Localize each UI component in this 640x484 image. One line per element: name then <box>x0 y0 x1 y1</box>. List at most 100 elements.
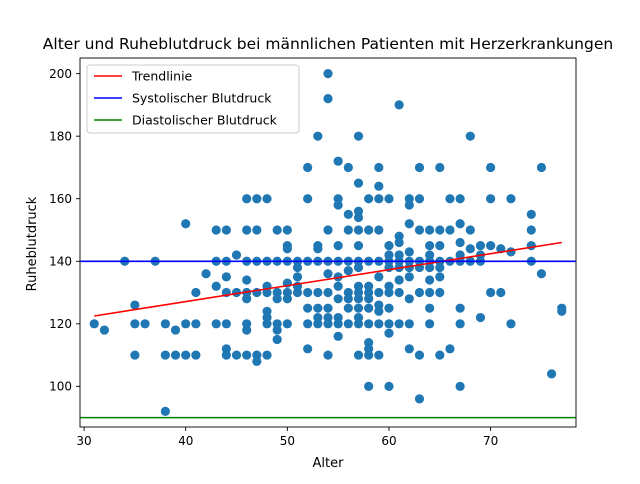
scatter-point <box>536 162 547 173</box>
scatter-point <box>536 269 547 279</box>
scatter-point <box>333 156 343 166</box>
scatter-point <box>374 319 384 329</box>
scatter-point <box>455 319 465 329</box>
scatter-point <box>323 69 333 79</box>
scatter-point <box>303 303 313 313</box>
x-tick-label: 40 <box>178 434 193 448</box>
scatter-point <box>374 272 384 282</box>
scatter-point <box>323 225 333 235</box>
scatter-point <box>404 262 414 273</box>
scatter-point <box>404 200 414 210</box>
scatter-point <box>343 225 353 235</box>
scatter-point <box>394 100 404 110</box>
scatter-point <box>506 194 516 204</box>
scatter-point <box>323 350 333 360</box>
scatter-point <box>343 266 353 276</box>
scatter-point <box>384 381 394 391</box>
scatter-point <box>394 275 404 285</box>
scatter-point <box>313 287 323 298</box>
scatter-point <box>343 319 353 329</box>
scatter-point <box>160 350 170 360</box>
scatter-point <box>557 306 567 316</box>
scatter-point <box>394 287 404 298</box>
scatter-point <box>506 319 516 329</box>
scatter-point <box>404 319 414 329</box>
scatter-point <box>353 212 364 223</box>
scatter-point <box>231 350 242 360</box>
scatter-point <box>414 162 425 173</box>
x-tick-label: 70 <box>483 434 498 448</box>
y-tick-label: 180 <box>49 129 72 143</box>
scatter-point <box>353 262 364 273</box>
scatter-point <box>435 241 445 251</box>
scatter-point <box>435 262 445 273</box>
scatter-point <box>526 225 536 235</box>
scatter-point <box>343 303 353 313</box>
scatter-point <box>272 325 282 335</box>
scatter-point <box>425 319 435 329</box>
scatter-point <box>242 325 252 335</box>
scatter-point <box>364 294 374 304</box>
scatter-point <box>211 319 221 329</box>
scatter-point <box>282 319 292 329</box>
legend-label: Trendlinie <box>131 69 193 84</box>
scatter-point <box>374 306 384 316</box>
scatter-point <box>435 287 445 298</box>
scatter-point <box>242 225 252 235</box>
scatter-point <box>262 350 272 360</box>
y-tick-label: 200 <box>49 67 72 81</box>
trendline <box>94 241 562 317</box>
scatter-point <box>486 241 496 251</box>
scatter-point <box>506 247 516 257</box>
scatter-point <box>374 287 384 298</box>
scatter-point <box>160 319 170 329</box>
scatter-point <box>353 294 364 304</box>
scatter-point <box>333 281 343 291</box>
scatter-point <box>343 209 353 219</box>
scatter-point <box>313 319 323 329</box>
legend-label: Systolischer Blutdruck <box>132 91 272 106</box>
scatter-point <box>242 350 252 360</box>
scatter-point <box>333 241 343 251</box>
scatter-point <box>445 194 455 204</box>
scatter-point <box>394 237 404 248</box>
scatter-point <box>221 319 231 329</box>
scatter-point <box>292 262 303 273</box>
scatter-point <box>526 241 536 251</box>
scatter-point <box>353 178 364 188</box>
scatter-point <box>201 269 211 279</box>
scatter-point <box>333 200 343 210</box>
legend-label: Diastolischer Blutdruck <box>132 113 278 128</box>
scatter-point <box>272 225 282 235</box>
scatter-point <box>262 194 272 204</box>
legend: Trendlinie Systolischer Blutdruck Diastoli… <box>86 64 300 134</box>
scatter-point <box>364 225 374 235</box>
y-tick-label: 100 <box>49 380 72 394</box>
axes: 30 40 50 60 70 100 120 140 160 180 200 <box>49 57 577 448</box>
scatter-point <box>252 356 262 366</box>
scatter-point <box>303 344 313 354</box>
scatter-point <box>313 244 323 254</box>
scatter-point <box>181 219 191 229</box>
scatter-point <box>130 300 140 310</box>
scatter-point <box>445 225 455 235</box>
scatter-point <box>272 294 282 304</box>
scatter-point <box>404 272 414 282</box>
scatter-point <box>414 350 425 360</box>
chart-title: Alter und Ruheblutdruck bei männlichen P… <box>43 35 613 53</box>
scatter-point <box>384 287 394 298</box>
scatter-point <box>384 328 394 338</box>
scatter-point <box>303 162 313 173</box>
scatter-point <box>475 312 486 323</box>
scatter-point <box>404 247 414 257</box>
scatter-point <box>435 162 445 173</box>
scatter-point <box>262 319 272 329</box>
y-axis-label: Ruheblutdruck <box>25 196 40 291</box>
scatter-point <box>526 209 536 219</box>
scatter-point <box>374 162 384 173</box>
scatter-point <box>282 244 292 254</box>
scatter-point <box>231 287 242 298</box>
scatter-point <box>242 294 252 304</box>
scatter-point <box>99 325 109 335</box>
plot-area <box>80 69 576 419</box>
